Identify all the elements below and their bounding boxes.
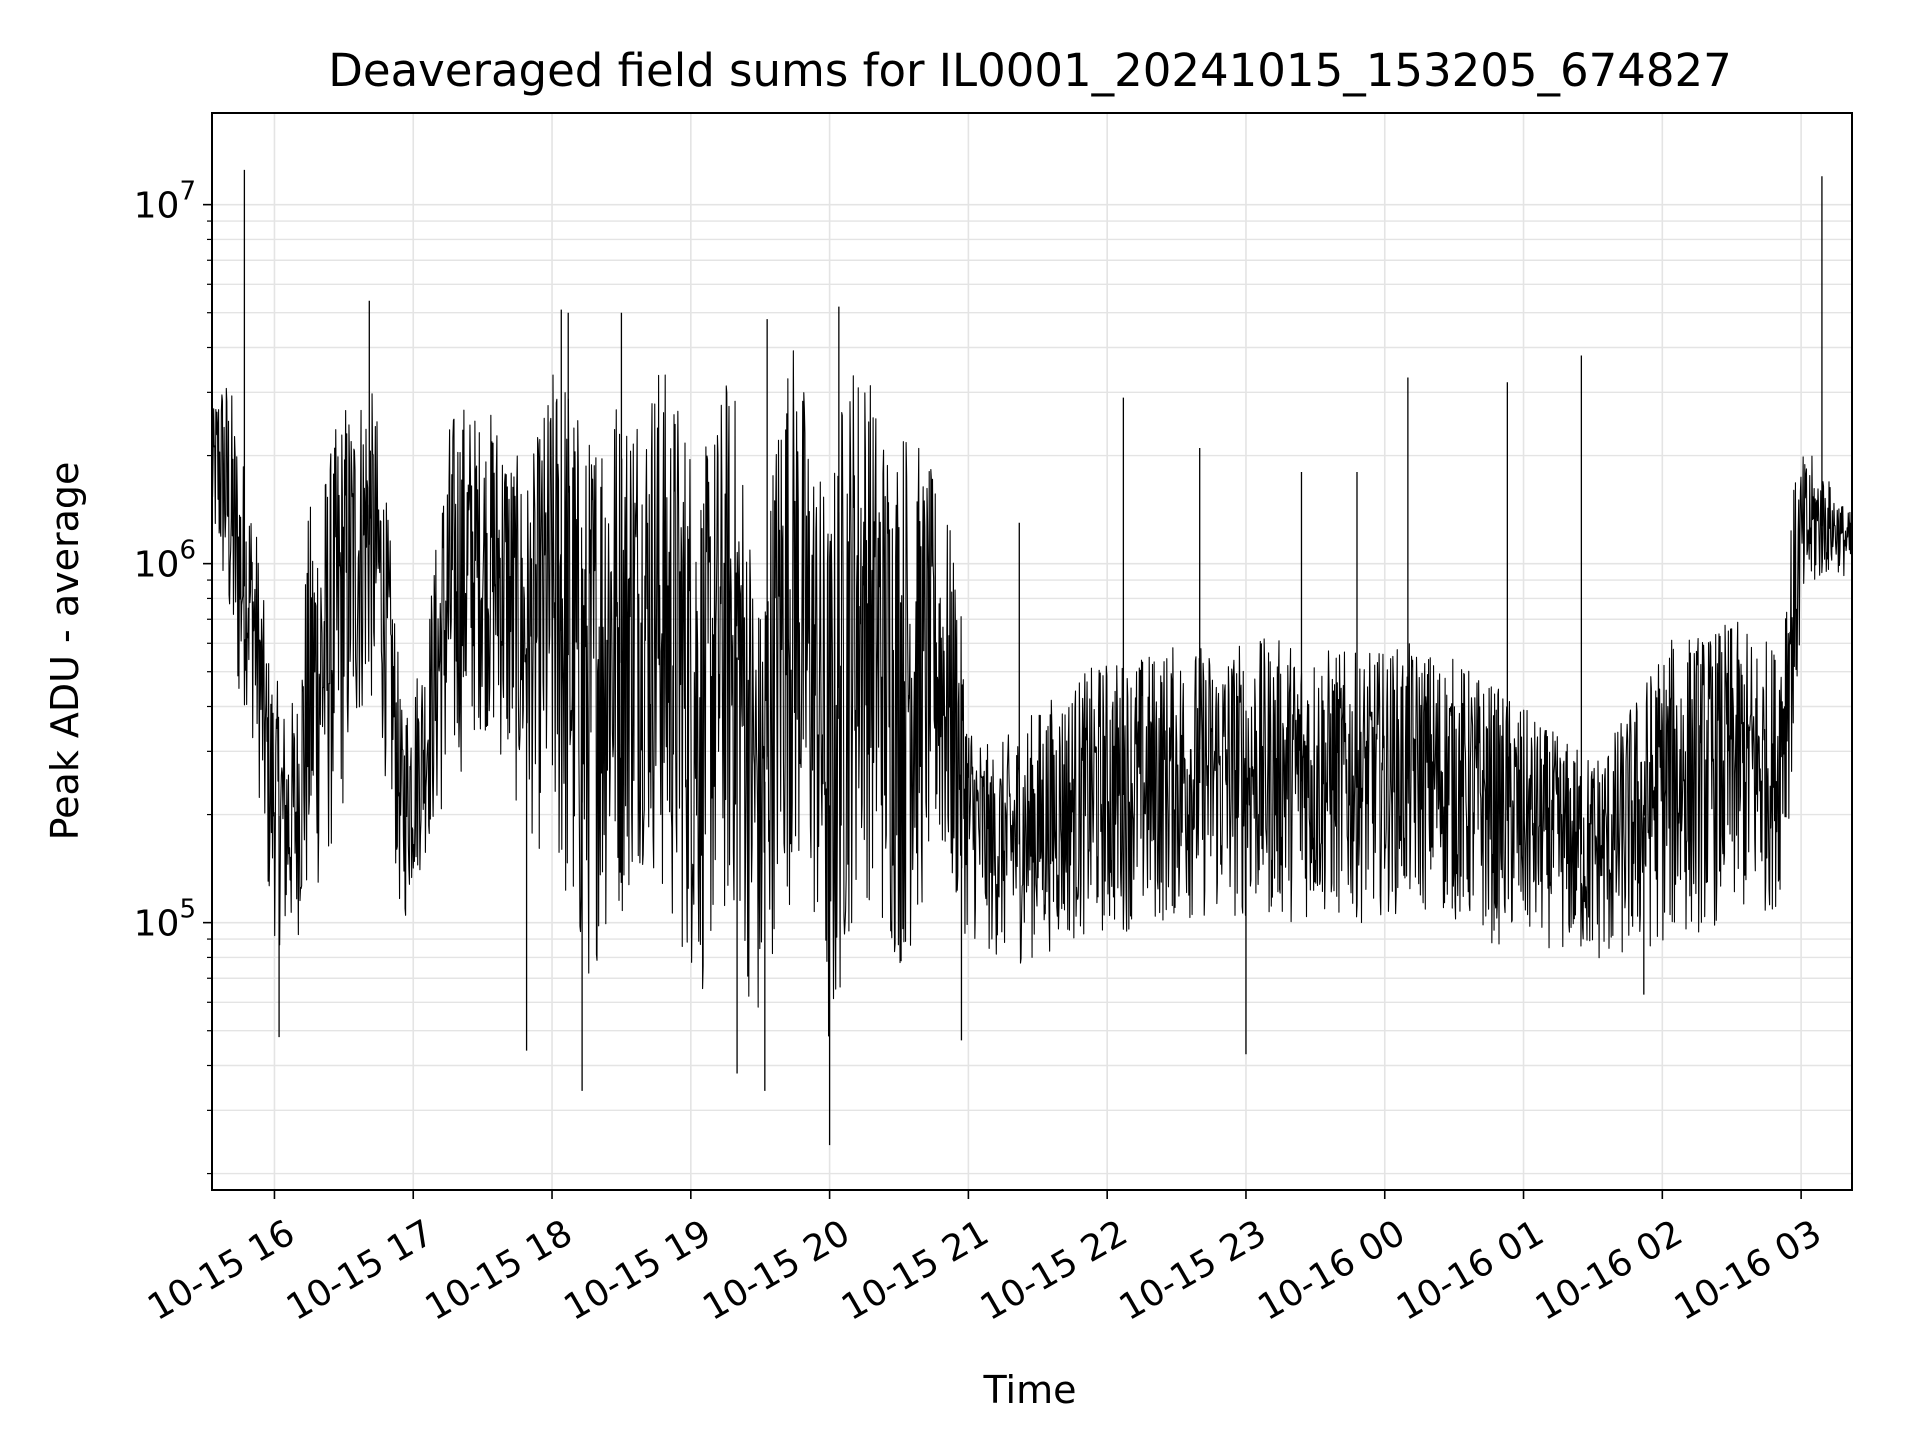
- y-tick-exponent: 6: [179, 536, 196, 566]
- y-tick-label: 105: [134, 895, 196, 945]
- data-series-line: [212, 350, 1852, 1037]
- y-axis-label: Peak ADU - average: [43, 462, 87, 841]
- y-tick-exponent: 5: [179, 895, 196, 925]
- data-series: [212, 169, 1852, 1146]
- plot-frame: [211, 112, 1853, 1191]
- chart-title: Deaveraged field sums for IL0001_2024101…: [328, 44, 1732, 97]
- y-tick-exponent: 7: [179, 177, 196, 207]
- x-axis-label: Time: [983, 1368, 1077, 1412]
